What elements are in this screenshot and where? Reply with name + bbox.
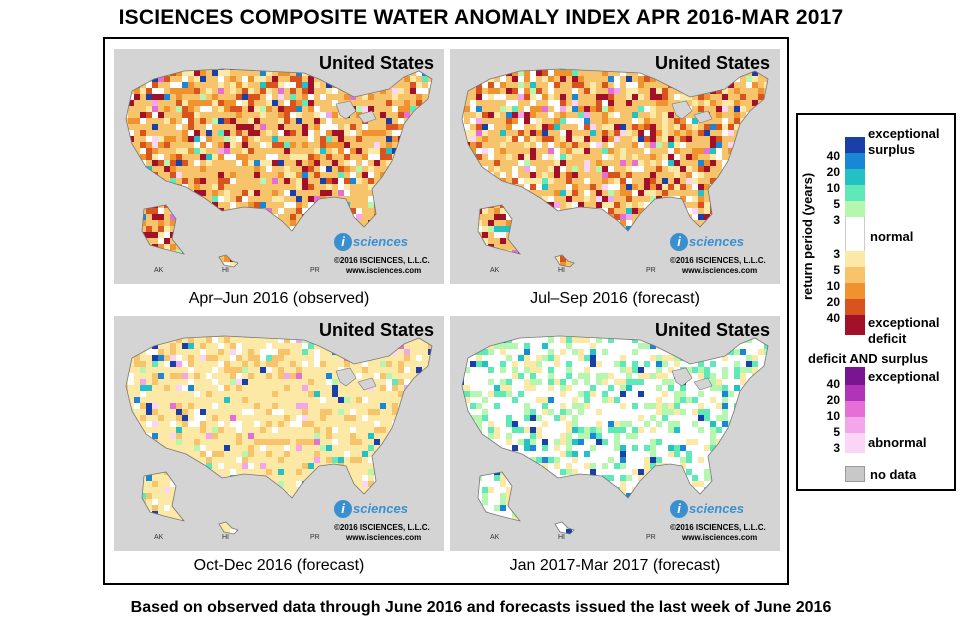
tick-surplus-20: 20 bbox=[826, 165, 840, 179]
swatch-both-40 bbox=[845, 367, 865, 385]
swatch-surplus-10 bbox=[845, 169, 865, 185]
copyright: ©2016 ISCIENCES, L.L.C. bbox=[670, 256, 766, 265]
tick-both-3: 3 bbox=[833, 441, 840, 455]
map-panel-jul-sep-2016: United States AK HI PR i sciences ©2016 … bbox=[450, 49, 780, 284]
isciences-logo: i sciences bbox=[334, 500, 409, 520]
swatch-surplus-5 bbox=[845, 185, 865, 201]
legend-surplus: surplus bbox=[868, 142, 915, 157]
legend-no-data: no data bbox=[870, 467, 917, 482]
legend-both-exceptional: exceptional bbox=[868, 369, 940, 384]
us-map bbox=[125, 68, 433, 268]
tick-both-5: 5 bbox=[833, 425, 840, 439]
tick-both-40: 40 bbox=[826, 377, 840, 391]
swatch-both-10 bbox=[845, 401, 865, 417]
copyright: ©2016 ISCIENCES, L.L.C. bbox=[334, 523, 430, 532]
us-map bbox=[461, 68, 769, 268]
tick-deficit-3: 3 bbox=[833, 247, 840, 261]
tick-deficit-20: 20 bbox=[826, 295, 840, 309]
label-ak: AK bbox=[490, 534, 500, 541]
website: www.isciences.com bbox=[346, 533, 422, 542]
panel-title: United States bbox=[318, 53, 434, 73]
copyright: ©2016 ISCIENCES, L.L.C. bbox=[670, 523, 766, 532]
logo-i-icon: i bbox=[334, 500, 352, 518]
map-panel-jan-mar-2017: United States AK HI PR i sciences ©2016 … bbox=[450, 316, 780, 551]
label-ak: AK bbox=[490, 267, 500, 274]
legend-normal: normal bbox=[870, 229, 914, 244]
tick-both-10: 10 bbox=[826, 409, 840, 423]
tick-deficit-40: 40 bbox=[826, 311, 840, 325]
caption-panel-3: Jan 2017-Mar 2017 (forecast) bbox=[509, 557, 721, 574]
swatch-surplus-20 bbox=[845, 153, 865, 169]
map-panel-apr-jun-2016: United States AK HI PR i sciences ©2016 … bbox=[114, 49, 444, 284]
legend-deficit: deficit bbox=[868, 331, 907, 346]
caption-panel-2: Oct-Dec 2016 (forecast) bbox=[193, 557, 365, 574]
website: www.isciences.com bbox=[682, 266, 758, 275]
us-map bbox=[125, 335, 433, 535]
legend-exceptional-deficit: exceptional bbox=[868, 315, 940, 330]
swatch-deficit-40 bbox=[845, 315, 865, 335]
caption-panel-1: Jul–Sep 2016 (forecast) bbox=[530, 290, 700, 307]
copyright: ©2016 ISCIENCES, L.L.C. bbox=[334, 256, 430, 265]
swatch-deficit-20 bbox=[845, 299, 865, 315]
isciences-logo: i sciences bbox=[670, 500, 745, 520]
logo-text: sciences bbox=[353, 234, 408, 249]
tick-deficit-10: 10 bbox=[826, 279, 840, 293]
legend-both-abnormal: abnormal bbox=[868, 435, 927, 450]
label-pr: PR bbox=[310, 534, 320, 541]
website: www.isciences.com bbox=[682, 533, 758, 542]
tick-surplus-3: 3 bbox=[833, 213, 840, 227]
tick-surplus-5: 5 bbox=[833, 197, 840, 211]
logo-i-icon: i bbox=[334, 233, 352, 251]
swatch-both-5 bbox=[845, 417, 865, 433]
swatch-no-data bbox=[845, 466, 865, 482]
panel-title: United States bbox=[318, 320, 434, 340]
logo-text: sciences bbox=[689, 501, 744, 516]
label-hi: HI bbox=[222, 267, 229, 274]
tick-surplus-10: 10 bbox=[826, 181, 840, 195]
tick-deficit-5: 5 bbox=[833, 263, 840, 277]
tick-both-20: 20 bbox=[826, 393, 840, 407]
panel-title: United States bbox=[654, 53, 770, 73]
label-hi: HI bbox=[222, 534, 229, 541]
us-map bbox=[461, 335, 769, 535]
swatch-both-20 bbox=[845, 385, 865, 401]
label-ak: AK bbox=[154, 267, 164, 274]
tick-surplus-40: 40 bbox=[826, 149, 840, 163]
legend-both-title: deficit AND surplus bbox=[808, 351, 929, 366]
label-pr: PR bbox=[646, 267, 656, 274]
website: www.isciences.com bbox=[346, 266, 422, 275]
swatch-deficit-5 bbox=[845, 267, 865, 283]
label-ak: AK bbox=[154, 534, 164, 541]
legend-exceptional-surplus: exceptional bbox=[868, 126, 940, 141]
panel-title: United States bbox=[654, 320, 770, 340]
map-panel-oct-dec-2016: United States AK HI PR i sciences ©2016 … bbox=[114, 316, 444, 551]
label-hi: HI bbox=[558, 534, 565, 541]
legend-axis-label: return period (years) bbox=[800, 172, 815, 300]
swatch-deficit-10 bbox=[845, 283, 865, 299]
maps-frame: United States AK HI PR i sciences ©2016 … bbox=[103, 37, 789, 585]
swatch-surplus-3 bbox=[845, 201, 865, 217]
label-pr: PR bbox=[310, 267, 320, 274]
isciences-logo: i sciences bbox=[334, 233, 409, 253]
swatch-normal bbox=[845, 217, 865, 251]
footer-note: Based on observed data through June 2016… bbox=[130, 599, 832, 616]
legend: return period (years) exceptional surplu… bbox=[796, 113, 956, 491]
logo-i-icon: i bbox=[670, 233, 688, 251]
label-pr: PR bbox=[646, 534, 656, 541]
isciences-logo: i sciences bbox=[670, 233, 745, 253]
logo-text: sciences bbox=[689, 234, 744, 249]
logo-text: sciences bbox=[353, 501, 408, 516]
page-title: ISCIENCES COMPOSITE WATER ANOMALY INDEX … bbox=[118, 6, 844, 29]
swatch-deficit-3 bbox=[845, 251, 865, 267]
swatch-both-3 bbox=[845, 433, 865, 453]
swatch-surplus-40 bbox=[845, 137, 865, 153]
logo-i-icon: i bbox=[670, 500, 688, 518]
caption-panel-0: Apr–Jun 2016 (observed) bbox=[188, 290, 370, 307]
label-hi: HI bbox=[558, 267, 565, 274]
